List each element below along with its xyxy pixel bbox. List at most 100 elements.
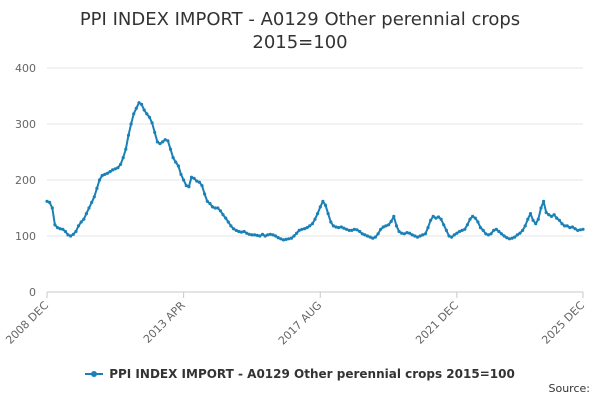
data-point [103, 172, 107, 176]
data-point [124, 147, 128, 151]
data-point [471, 214, 475, 218]
data-point [397, 229, 401, 234]
y-tick-label: 100 [15, 230, 36, 243]
legend-item[interactable]: PPI INDEX IMPORT - A0129 Other perennial… [85, 367, 515, 381]
data-point [426, 226, 430, 230]
data-point [305, 226, 309, 230]
data-point [400, 231, 404, 235]
x-tick-label: 2021 DEC [413, 299, 461, 347]
data-point [189, 175, 194, 179]
data-point [55, 226, 60, 230]
data-point [413, 234, 417, 238]
legend-line-marker-icon [85, 371, 104, 377]
data-point [260, 232, 265, 236]
chart-title: PPI INDEX IMPORT - A0129 Other perennial… [79, 9, 521, 30]
data-point [392, 214, 396, 218]
data-point [492, 228, 496, 232]
data-point [92, 195, 96, 199]
data-point [423, 232, 427, 236]
data-point [145, 112, 149, 116]
data-point [116, 166, 120, 170]
data-point [276, 236, 280, 240]
data-point [61, 227, 65, 231]
data-point [442, 223, 446, 227]
data-point [381, 225, 385, 229]
data-point [570, 225, 575, 229]
data-point [48, 200, 52, 204]
y-tick-label: 200 [15, 174, 36, 187]
data-point [318, 205, 322, 209]
data-point [358, 229, 362, 234]
data-point [387, 223, 391, 227]
data-point [455, 231, 459, 235]
data-point [100, 173, 104, 178]
data-point [166, 139, 170, 143]
data-point [405, 231, 409, 235]
data-point [66, 233, 70, 237]
data-point [542, 199, 546, 203]
data-point [339, 225, 343, 229]
data-point [484, 232, 488, 236]
data-point [384, 224, 388, 228]
data-point [231, 227, 236, 231]
data-point [300, 227, 304, 231]
data-point [444, 228, 448, 232]
data-point [142, 108, 146, 112]
data-point [578, 228, 583, 232]
data-point [555, 216, 559, 220]
data-point [344, 227, 349, 231]
data-point [316, 212, 320, 216]
data-point [195, 179, 199, 183]
data-point [302, 227, 307, 231]
data-point [255, 233, 259, 237]
data-point [576, 228, 580, 232]
data-point [376, 232, 380, 236]
data-point [210, 205, 215, 209]
data-point [284, 237, 288, 241]
data-point [292, 234, 296, 238]
data-point [408, 231, 412, 235]
data-point [239, 230, 243, 234]
data-point [134, 106, 138, 110]
data-point [342, 226, 346, 230]
data-point [205, 199, 209, 203]
data-point [536, 217, 540, 221]
data-point [45, 199, 49, 203]
x-tick-label: 2013 APR [141, 299, 188, 346]
data-point [263, 234, 267, 238]
data-point [418, 234, 422, 238]
data-point [379, 227, 383, 231]
data-point [168, 147, 173, 151]
data-point [158, 142, 162, 146]
data-point [150, 121, 154, 125]
data-point [499, 232, 504, 236]
source-label[interactable]: Source: [548, 382, 591, 395]
data-point [439, 217, 443, 221]
data-point [108, 170, 112, 174]
data-point [279, 237, 283, 241]
data-point [71, 232, 75, 236]
data-point [434, 216, 438, 220]
data-point [242, 229, 246, 234]
data-point [297, 228, 301, 232]
data-point [365, 234, 370, 238]
data-point [126, 133, 131, 137]
data-point [229, 224, 233, 228]
data-point [132, 112, 136, 116]
legend-label: PPI INDEX IMPORT - A0129 Other perennial… [109, 367, 515, 381]
data-point [560, 222, 564, 226]
data-point [478, 226, 483, 230]
data-point [544, 210, 548, 215]
data-point [557, 218, 562, 222]
data-point [421, 233, 425, 237]
data-point [452, 233, 456, 237]
x-tick-label: 2025 DEC [539, 299, 587, 347]
data-point [507, 237, 511, 241]
data-point [74, 229, 78, 234]
legend[interactable]: PPI INDEX IMPORT - A0129 Other perennial… [0, 367, 600, 382]
chart-title-block: PPI INDEX IMPORT - A0129 Other perennial… [0, 8, 600, 54]
data-point [547, 213, 551, 217]
data-point [352, 227, 356, 231]
data-point [531, 218, 535, 222]
data-point [179, 172, 183, 176]
